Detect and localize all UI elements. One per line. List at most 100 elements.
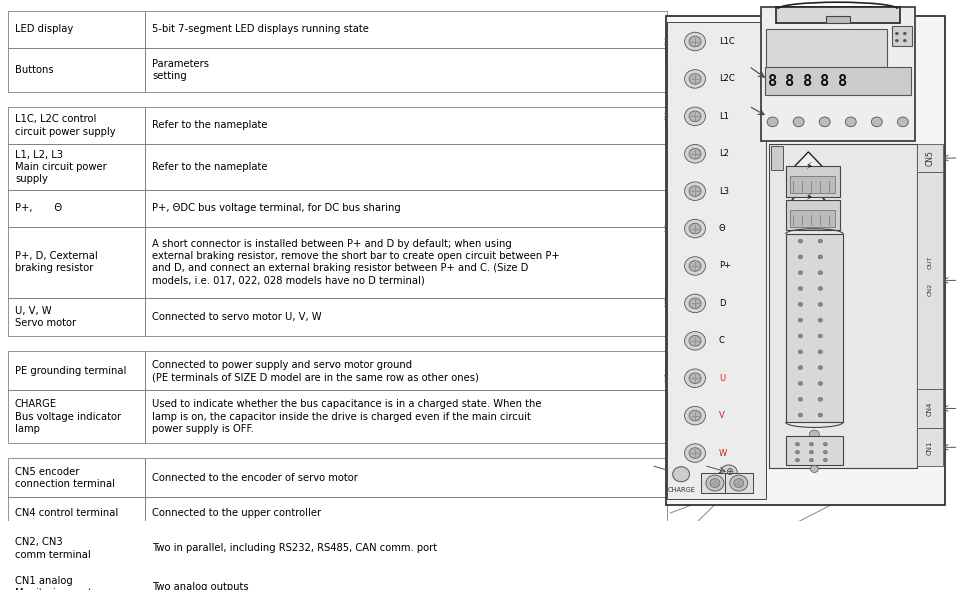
Polygon shape [787, 183, 831, 206]
Circle shape [684, 32, 705, 51]
Text: C: C [719, 336, 724, 345]
Bar [8, 190, 145, 227]
Text: CN2, CN3
comm terminal: CN2, CN3 comm terminal [15, 537, 91, 560]
Text: L2: L2 [719, 149, 729, 158]
Bar [145, 190, 667, 227]
Text: A short connector is installed between P+ and D by default; when using
external : A short connector is installed between P… [152, 239, 560, 286]
Circle shape [823, 458, 827, 462]
Circle shape [684, 294, 705, 313]
Text: CN5: CN5 [925, 150, 934, 166]
Circle shape [818, 397, 822, 401]
Circle shape [673, 467, 690, 482]
Circle shape [798, 350, 803, 354]
Circle shape [798, 318, 803, 322]
Text: L1, L2, L3
Main circuit power
supply: L1, L2, L3 Main circuit power supply [15, 149, 106, 184]
Circle shape [684, 182, 705, 201]
Bar [701, 473, 729, 493]
Bar [8, 497, 145, 529]
Bar [775, 7, 900, 23]
Circle shape [818, 287, 822, 290]
Bar [145, 48, 667, 92]
Circle shape [810, 430, 819, 439]
Bar [724, 473, 753, 493]
Bar [667, 22, 766, 499]
Circle shape [689, 111, 701, 122]
Circle shape [871, 117, 882, 127]
Circle shape [818, 239, 822, 243]
Text: P+: P+ [719, 261, 731, 270]
Circle shape [684, 145, 705, 163]
Text: 8: 8 [803, 74, 812, 88]
Bar [8, 144, 145, 190]
Text: Refer to the nameplate: Refer to the nameplate [152, 120, 268, 130]
Circle shape [798, 303, 803, 306]
Bar [826, 16, 850, 23]
Bar [786, 234, 843, 422]
Text: Two analog outputs: Two analog outputs [152, 582, 249, 590]
Circle shape [795, 450, 799, 454]
Circle shape [818, 366, 822, 369]
Circle shape [895, 39, 899, 42]
Bar [790, 176, 835, 194]
Text: D: D [719, 299, 725, 308]
Bar [786, 166, 840, 197]
Circle shape [798, 255, 803, 259]
Text: CN1 analog
Monitoring port: CN1 analog Monitoring port [15, 576, 92, 590]
Circle shape [818, 318, 822, 322]
Bar [145, 391, 667, 443]
Circle shape [823, 442, 827, 446]
Bar [8, 391, 145, 443]
Circle shape [818, 334, 822, 338]
Circle shape [689, 149, 701, 159]
Circle shape [898, 117, 908, 127]
Bar [790, 210, 835, 227]
Text: L2C: L2C [719, 74, 735, 83]
Text: CN4 control terminal: CN4 control terminal [15, 508, 118, 518]
Circle shape [795, 442, 799, 446]
Bar [8, 227, 145, 297]
Circle shape [895, 32, 899, 35]
Circle shape [689, 36, 701, 47]
Text: OUT: OUT [927, 256, 932, 270]
Text: Connected to servo motor U, V, W: Connected to servo motor U, V, W [152, 312, 322, 322]
Circle shape [768, 117, 778, 127]
Bar [145, 107, 667, 144]
Circle shape [684, 70, 705, 88]
Bar [8, 297, 145, 336]
Text: V: V [719, 411, 724, 420]
Circle shape [689, 298, 701, 309]
Circle shape [798, 239, 803, 243]
Circle shape [818, 382, 822, 385]
Text: Refer to the nameplate: Refer to the nameplate [152, 162, 268, 172]
Text: Used to indicate whether the bus capacitance is in a charged state. When the
lam: Used to indicate whether the bus capacit… [152, 399, 542, 434]
Bar [892, 27, 912, 46]
Circle shape [811, 466, 818, 473]
Text: U: U [719, 373, 725, 383]
Circle shape [903, 39, 906, 42]
Bar [786, 199, 840, 231]
Circle shape [810, 458, 813, 462]
Text: Connected to the upper controller: Connected to the upper controller [152, 508, 322, 518]
Bar [8, 529, 145, 568]
Circle shape [710, 478, 720, 487]
Circle shape [818, 413, 822, 417]
Text: CHARGE
Bus voltage indicator
lamp: CHARGE Bus voltage indicator lamp [15, 399, 121, 434]
Text: CN2: CN2 [927, 283, 932, 296]
Bar [8, 568, 145, 590]
Text: L3: L3 [719, 186, 729, 196]
Bar [8, 458, 145, 497]
Circle shape [798, 382, 803, 385]
Bar [8, 107, 145, 144]
Bar [145, 352, 667, 391]
Circle shape [689, 448, 701, 458]
Text: CN4: CN4 [926, 401, 933, 415]
Circle shape [818, 303, 822, 306]
Text: CN1: CN1 [926, 440, 933, 454]
Text: Connected to the encoder of servo motor: Connected to the encoder of servo motor [152, 473, 358, 483]
Text: Θ: Θ [719, 224, 725, 233]
Text: L1: L1 [719, 112, 729, 121]
Circle shape [684, 332, 705, 350]
Text: ⚡: ⚡ [805, 192, 812, 202]
Bar [145, 497, 667, 529]
Text: L1C, L2C control
circuit power supply: L1C, L2C control circuit power supply [15, 114, 116, 137]
